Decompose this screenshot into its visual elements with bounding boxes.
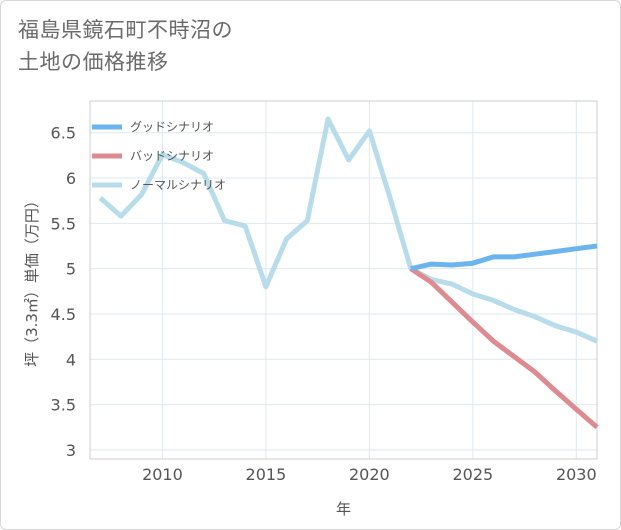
y-tick-label: 5 [66, 260, 76, 279]
chart-title: 福島県鏡石町不時沼の 土地の価格推移 [18, 14, 233, 78]
y-tick-label: 5.5 [51, 214, 76, 233]
y-tick-labels: 3 3.5 4 4.5 5 5.5 6 6.5 [51, 124, 76, 460]
x-tick-label: 2010 [142, 465, 183, 484]
y-tick-label: 4.5 [51, 305, 76, 324]
title-line-1: 福島県鏡石町不時沼の [18, 18, 233, 42]
series-line-2 [98, 116, 599, 344]
legend-item-0[interactable]: グッドシナリオ [130, 120, 214, 134]
y-tick-label: 6 [66, 169, 76, 188]
plot-border [89, 100, 598, 460]
legend-item-1[interactable]: バッドシナリオ [130, 149, 214, 163]
y-tick-label: 6.5 [51, 124, 76, 143]
series-line-1 [409, 266, 599, 430]
x-tick-label: 2025 [452, 465, 493, 484]
x-tick-labels: 2010 2015 2020 2025 2030 [142, 465, 597, 484]
x-axis-label: 年 [336, 500, 351, 518]
y-tick-label: 4 [66, 350, 76, 369]
y-tick-label: 3 [66, 441, 76, 460]
title-line-2: 土地の価格推移 [18, 50, 169, 74]
legend-item-2[interactable]: ノーマルシナリオ [130, 178, 226, 192]
y-tick-label: 3.5 [51, 396, 76, 415]
x-tick-label: 2030 [556, 465, 597, 484]
x-tick-label: 2015 [246, 465, 287, 484]
grid [90, 101, 597, 459]
series-lines [98, 116, 599, 430]
y-axis-label: 坪（3.3㎡）単価（万円） [23, 193, 41, 367]
x-tick-label: 2020 [349, 465, 390, 484]
series-line-0 [410, 243, 598, 272]
